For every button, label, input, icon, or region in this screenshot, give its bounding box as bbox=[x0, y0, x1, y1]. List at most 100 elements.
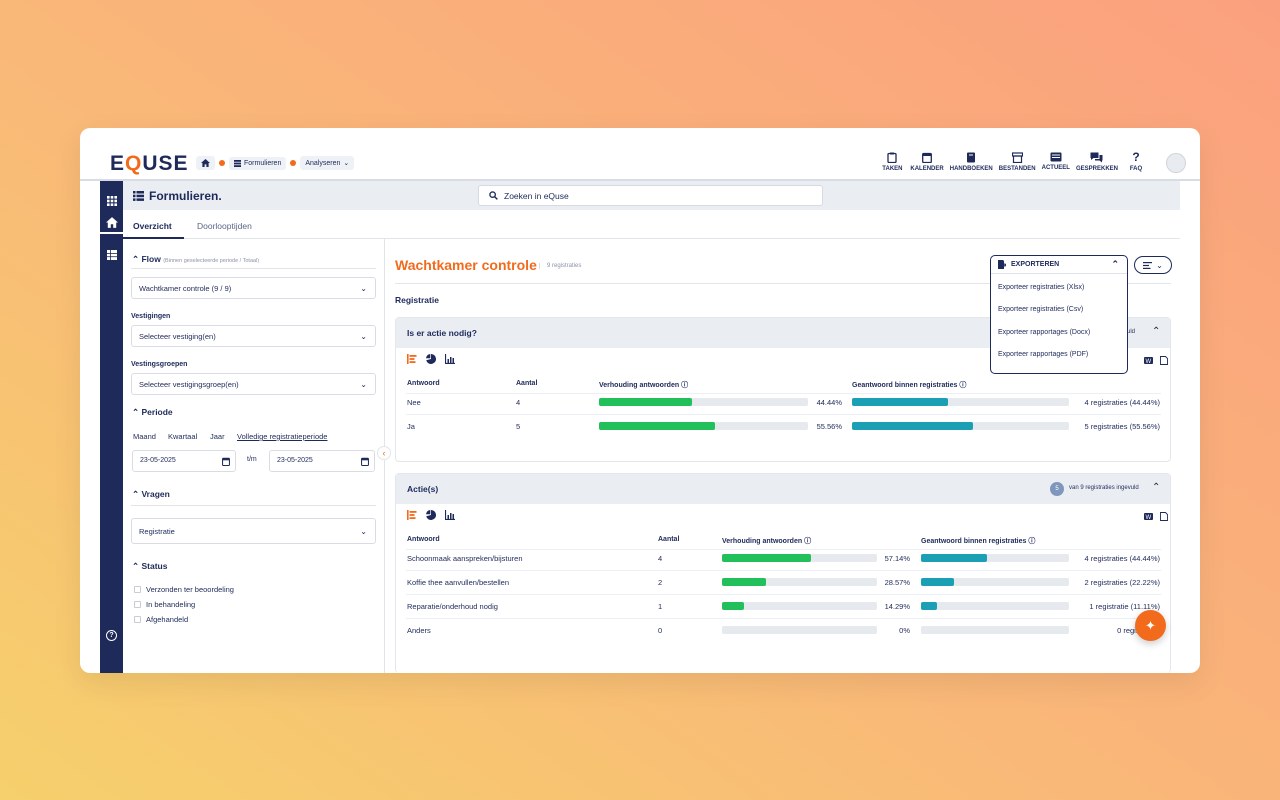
collapse-panel-button[interactable]: ‹ bbox=[377, 446, 391, 460]
chevron-down-icon: ⌄ bbox=[343, 160, 350, 167]
info-icon[interactable]: ⓘ bbox=[681, 382, 689, 389]
export-option-docx[interactable]: Exporteer rapportages (Docx) bbox=[998, 329, 1091, 336]
divider bbox=[406, 570, 1161, 571]
info-icon[interactable]: ⓘ bbox=[804, 538, 812, 545]
info-icon[interactable]: ⓘ bbox=[959, 382, 967, 389]
chevron-up-icon[interactable]: ⌃ bbox=[1152, 326, 1161, 337]
periode-option-volledig[interactable]: Volledige registratieperiode bbox=[237, 432, 328, 441]
breadcrumb-label: Formulieren bbox=[244, 159, 282, 167]
sidebar: ? bbox=[100, 181, 123, 673]
status-checkbox-behandeling[interactable]: In behandeling bbox=[134, 600, 195, 609]
nav-label: ACTUEEL bbox=[1041, 165, 1070, 171]
within-bar bbox=[852, 422, 1069, 430]
within-bar-fill bbox=[852, 422, 973, 430]
pie-chart-icon[interactable] bbox=[426, 510, 436, 520]
top-header: EQUSE Formulieren Analyseren ⌄ TAKEN bbox=[80, 128, 1200, 181]
breadcrumb-analyseren[interactable]: Analyseren ⌄ bbox=[300, 156, 355, 170]
export-option-pdf[interactable]: Exporteer rapportages (PDF) bbox=[998, 351, 1089, 358]
vragen-select[interactable]: Registratie ⌄ bbox=[131, 518, 376, 544]
page-header: Formulieren. Zoeken in eQuse bbox=[123, 181, 1180, 210]
word-file-icon[interactable]: W bbox=[1144, 356, 1153, 365]
nav-kalender[interactable]: KALENDER bbox=[910, 152, 944, 172]
within-bar bbox=[852, 398, 1069, 406]
column-header-aantal: Aantal bbox=[516, 380, 538, 387]
bar-chart-icon[interactable] bbox=[407, 354, 417, 364]
user-avatar[interactable] bbox=[1166, 153, 1186, 173]
line-chart-icon[interactable] bbox=[445, 510, 455, 520]
pie-chart-icon[interactable] bbox=[426, 354, 436, 364]
status-section-title[interactable]: ⌃ Status bbox=[132, 561, 168, 571]
periode-option-jaar[interactable]: Jaar bbox=[210, 432, 225, 441]
news-icon bbox=[1050, 152, 1062, 162]
ratio-bar-fill bbox=[599, 398, 692, 406]
export-option-xlsx[interactable]: Exporteer registraties (Xlsx) bbox=[998, 284, 1085, 291]
periode-option-maand[interactable]: Maand bbox=[133, 432, 156, 441]
sidebar-item-home[interactable] bbox=[100, 212, 123, 234]
word-file-icon[interactable]: W bbox=[1144, 512, 1153, 521]
date-to-input[interactable]: 23-05-2025 bbox=[269, 450, 375, 472]
table-icon bbox=[106, 250, 117, 260]
date-from-input[interactable]: 23-05-2025 bbox=[132, 450, 236, 472]
sidebar-item-help[interactable]: ? bbox=[100, 624, 123, 646]
vestigingen-select[interactable]: Selecteer vestiging(en) ⌄ bbox=[131, 325, 376, 347]
column-header-geantwoord: Geantwoord binnen registraties ⓘ bbox=[921, 538, 1036, 545]
answer-text: Schoonmaak aanspreken/bijsturen bbox=[407, 554, 523, 563]
nav-taken[interactable]: TAKEN bbox=[880, 152, 904, 172]
vestigingsgroepen-select[interactable]: Selecteer vestigingsgroep(en) ⌄ bbox=[131, 373, 376, 395]
nav-gesprekken[interactable]: GESPREKKEN bbox=[1076, 152, 1118, 172]
within-text: 4 registraties (44.44%) bbox=[1084, 398, 1160, 407]
flow-select[interactable]: Wachtkamer controle (9 / 9) ⌄ bbox=[131, 277, 376, 299]
breadcrumb: Formulieren Analyseren ⌄ bbox=[196, 156, 355, 170]
info-icon[interactable]: ⓘ bbox=[1028, 538, 1036, 545]
line-chart-icon[interactable] bbox=[445, 354, 455, 364]
status-checkbox-verzonden[interactable]: Verzonden ter beoordeling bbox=[134, 585, 234, 594]
export-button[interactable]: EXPORTEREN ⌃ bbox=[991, 256, 1127, 274]
nav-faq[interactable]: ? FAQ bbox=[1124, 151, 1148, 172]
status-checkbox-afgehandeld[interactable]: Afgehandeld bbox=[134, 615, 188, 624]
sidebar-item-list[interactable] bbox=[100, 244, 123, 266]
question-title: Is er actie nodig? bbox=[407, 328, 477, 338]
breadcrumb-separator bbox=[290, 160, 297, 166]
nav-label: KALENDER bbox=[910, 166, 944, 172]
chevron-up-icon: ⌃ bbox=[1111, 259, 1119, 269]
within-text: 2 registraties (22.22%) bbox=[1084, 578, 1160, 587]
periode-option-kwartaal[interactable]: Kwartaal bbox=[168, 432, 198, 441]
equse-logo[interactable]: EQUSE bbox=[110, 152, 189, 175]
sidebar-item-apps[interactable] bbox=[100, 190, 123, 212]
answer-count: 1 bbox=[658, 602, 663, 611]
ratio-bar-fill bbox=[599, 422, 716, 430]
nav-bestanden[interactable]: BESTANDEN bbox=[999, 152, 1036, 172]
pdf-file-icon[interactable] bbox=[1160, 512, 1168, 521]
export-dropdown: EXPORTEREN ⌃ Exporteer registraties (Xls… bbox=[990, 255, 1128, 374]
flow-section-title[interactable]: ⌃ Flow (Binnen geselecteerde periode / T… bbox=[132, 254, 260, 264]
question-header[interactable]: Actie(s) 5 van 9 registraties ingevuld ⌃ bbox=[396, 474, 1170, 504]
vragen-section-title[interactable]: ⌃ Vragen bbox=[132, 489, 170, 499]
answer-count: 4 bbox=[658, 554, 663, 563]
divider bbox=[406, 393, 1161, 394]
pdf-file-icon[interactable] bbox=[1160, 356, 1168, 365]
ratio-bar-fill bbox=[722, 554, 811, 562]
chevron-down-icon: ⌄ bbox=[1156, 260, 1163, 270]
ratio-percent: 0% bbox=[899, 626, 910, 635]
registration-count: 9 registraties bbox=[539, 263, 581, 269]
ratio-percent: 57.14% bbox=[884, 554, 910, 563]
ai-assistant-button[interactable]: ✦ bbox=[1135, 610, 1166, 641]
tab-overzicht[interactable]: Overzicht bbox=[133, 221, 172, 231]
list-icon bbox=[133, 191, 144, 201]
nav-handboeken[interactable]: HANDBOEKEN bbox=[950, 152, 993, 172]
breadcrumb-formulieren[interactable]: Formulieren bbox=[229, 156, 287, 170]
periode-section-title[interactable]: ⌃ Periode bbox=[132, 407, 173, 417]
within-bar bbox=[921, 554, 1069, 562]
export-option-csv[interactable]: Exporteer registraties (Csv) bbox=[998, 306, 1084, 313]
fill-count-badge: 5 bbox=[1050, 482, 1064, 496]
nav-actueel[interactable]: ACTUEEL bbox=[1042, 152, 1070, 172]
view-options-button[interactable]: ⌄ bbox=[1134, 256, 1172, 274]
tab-doorlooptijden[interactable]: Doorlooptijden bbox=[197, 221, 252, 231]
chevron-up-icon[interactable]: ⌃ bbox=[1152, 482, 1161, 493]
search-input[interactable]: Zoeken in eQuse bbox=[478, 185, 823, 206]
bar-chart-icon[interactable] bbox=[407, 510, 417, 520]
breadcrumb-home[interactable] bbox=[196, 156, 215, 170]
divider bbox=[395, 283, 1171, 284]
breadcrumb-label: Analyseren bbox=[305, 159, 341, 167]
archive-icon bbox=[1011, 152, 1023, 163]
